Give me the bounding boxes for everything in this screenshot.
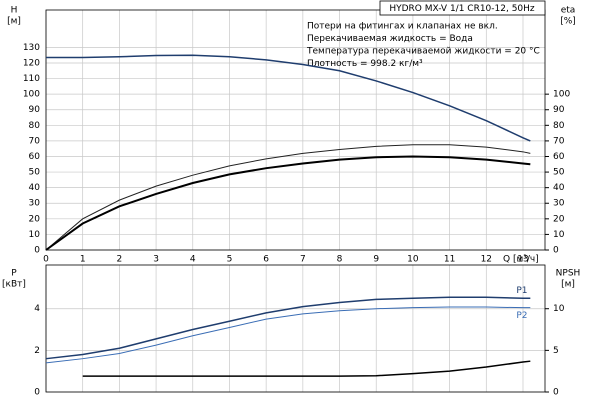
- curve: [45, 306, 531, 364]
- y2-tick-label: 0: [553, 388, 559, 398]
- annotation: Потери на фитингах и клапанах не вкл.: [307, 22, 498, 32]
- y2-tick-label: 50: [553, 168, 565, 178]
- series-label: P1: [516, 286, 527, 296]
- y2-axis-title: [м]: [561, 280, 575, 290]
- y-axis-title: P: [11, 269, 17, 279]
- x-tick-label: 5: [227, 255, 233, 265]
- y-axis-title: [кВт]: [2, 280, 26, 290]
- y2-axis-title: [%]: [560, 17, 576, 27]
- y-tick-label: 110: [23, 74, 40, 84]
- y-tick-label: 60: [29, 152, 41, 162]
- y-tick-label: 40: [29, 183, 41, 193]
- y2-tick-label: 10: [553, 230, 565, 240]
- x-tick-label: 13: [517, 255, 528, 265]
- y2-tick-label: 0: [553, 246, 559, 256]
- y-tick-label: 120: [23, 58, 40, 68]
- series-label: P2: [516, 311, 527, 321]
- y-tick-label: 50: [29, 168, 41, 178]
- x-tick-label: 0: [43, 255, 49, 265]
- y2-tick-label: 10: [553, 304, 565, 314]
- y2-tick-label: 60: [553, 152, 565, 162]
- x-tick-label: 3: [153, 255, 159, 265]
- plot-frame: [45, 9, 546, 251]
- y-tick-label: 30: [29, 199, 41, 209]
- y2-tick-label: 70: [553, 136, 565, 146]
- x-tick-label: 2: [117, 255, 123, 265]
- y2-tick-label: 80: [553, 121, 565, 131]
- y-axis-title: [м]: [7, 17, 21, 27]
- y-tick-label: 0: [34, 246, 40, 256]
- curve: [45, 144, 531, 251]
- x-tick-label: 11: [444, 255, 455, 265]
- y-tick-label: 100: [23, 90, 40, 100]
- y-tick-label: 80: [29, 121, 41, 131]
- annotation: Плотность = 998.2 кг/м³: [307, 59, 423, 69]
- y2-tick-label: 100: [553, 90, 570, 100]
- x-tick-label: 12: [481, 255, 492, 265]
- title-box: [379, 0, 546, 16]
- y2-tick-label: 40: [553, 183, 565, 193]
- x-tick-label: 9: [373, 255, 379, 265]
- curve: [46, 54, 531, 142]
- y-tick-label: 4: [34, 304, 40, 314]
- y-tick-label: 2: [34, 346, 40, 356]
- x-tick-label: 4: [190, 255, 196, 265]
- chart-title: HYDRO MX-V 1/1 CR10-12, 50Hz: [389, 4, 535, 14]
- y-tick-label: 130: [23, 43, 40, 53]
- curve: [82, 360, 531, 377]
- annotation: Перекачиваемая жидкость = Вода: [307, 34, 473, 44]
- x-tick-label: 7: [300, 255, 306, 265]
- annotation: Температура перекачиваемой жидкости = 20…: [306, 47, 540, 57]
- x-tick-label: 1: [80, 255, 86, 265]
- curve: [45, 296, 531, 360]
- y-tick-label: 70: [29, 136, 41, 146]
- x-tick-label: 10: [407, 255, 419, 265]
- y-tick-label: 10: [29, 230, 41, 240]
- y2-tick-label: 90: [553, 105, 565, 115]
- x-tick-label: 6: [263, 255, 269, 265]
- x-axis-title: Q [м³/ч]: [503, 255, 539, 265]
- y2-tick-label: 30: [553, 199, 565, 209]
- y2-axis-title: NPSH: [556, 269, 581, 279]
- y2-tick-label: 5: [553, 346, 559, 356]
- y2-tick-label: 20: [553, 214, 565, 224]
- x-tick-label: 8: [337, 255, 343, 265]
- y-tick-label: 90: [29, 105, 41, 115]
- y-tick-label: 0: [34, 388, 40, 398]
- y-tick-label: 20: [29, 214, 41, 224]
- y2-axis-title: eta: [561, 6, 576, 16]
- plot-frame: [45, 264, 546, 393]
- y-axis-title: H: [11, 6, 18, 16]
- curve: [45, 155, 531, 251]
